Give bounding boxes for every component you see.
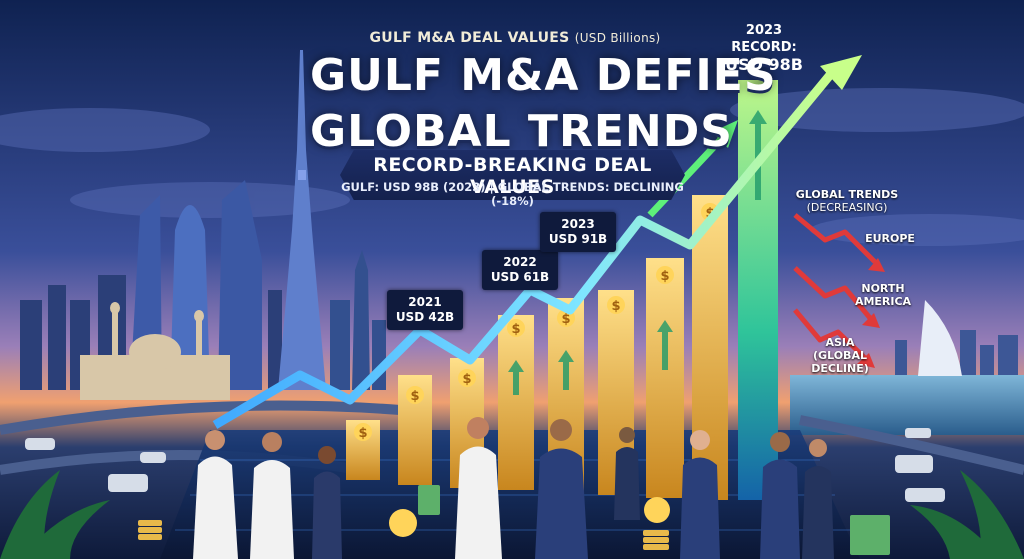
- region-north-label: NORTH: [861, 282, 905, 295]
- svg-text:$: $: [410, 389, 419, 404]
- sail-hotel: [918, 300, 962, 376]
- global-trends-subtitle: (DECREASING): [806, 201, 888, 214]
- dollar-coin-icon: $ $ $ $ $ $ $ $: [354, 203, 719, 441]
- svg-text:$: $: [561, 312, 570, 327]
- global-trends-title: GLOBAL TRENDS: [795, 188, 899, 201]
- banner-title: RECORD-BREAKING DEAL VALUES: [373, 154, 652, 198]
- record-banner: RECORD-BREAKING DEAL VALUES GULF: USD 98…: [338, 148, 687, 208]
- callout-2022: 2022 USD 61B: [482, 250, 558, 290]
- bar-gold-7: [646, 258, 684, 498]
- callout-value: USD 42B: [395, 310, 455, 324]
- banner-subtitle: GULF: USD 98B (2023) | GLOBAL TRENDS: DE…: [341, 180, 684, 208]
- region-decline-label: DECLINE): [811, 362, 869, 375]
- record-text: RECORD:: [731, 40, 797, 55]
- woman-suit-2: [802, 439, 834, 559]
- title-line-2: GLOBAL TRENDS: [310, 106, 733, 157]
- callout-2021: 2021 USD 42B: [387, 290, 463, 330]
- palm-left: [0, 470, 110, 559]
- record-year: 2023: [745, 23, 783, 38]
- people: [193, 417, 834, 559]
- region-asia: ASIA (GLOBAL DECLINE): [810, 336, 870, 375]
- clouds: [0, 88, 1024, 246]
- cash-stacks: [418, 485, 890, 555]
- trend-arrow-icon: [212, 72, 834, 429]
- kicker-unit: (USD Billions): [574, 31, 661, 45]
- bar-gold-4: [498, 315, 534, 490]
- kicker-text: GULF M&A DEAL VALUES: [369, 30, 570, 46]
- svg-text:$: $: [358, 426, 367, 441]
- man-suit-4: [760, 432, 800, 559]
- callout-year: 2022: [503, 255, 537, 269]
- global-trends-label: GLOBAL TRENDS (DECREASING): [792, 188, 902, 214]
- trend-arrowhead: [820, 55, 862, 90]
- woman-suit-1: [312, 446, 342, 559]
- man-thobe-3: [455, 417, 502, 559]
- main-title: GULF M&A DEFIES GLOBAL TRENDS: [310, 48, 777, 160]
- record-value: USD 98B: [725, 55, 803, 74]
- man-suit-3: [680, 430, 720, 559]
- man-suit-2: [614, 427, 640, 520]
- man-thobe-1: [193, 430, 238, 559]
- palm-right: [910, 470, 1024, 559]
- region-north-america: NORTH AMERICA: [848, 282, 918, 308]
- green-trend-arrow: [647, 132, 728, 218]
- burj-tower: [278, 50, 326, 390]
- callout-year: 2021: [408, 295, 442, 309]
- callout-year: 2023: [561, 217, 595, 231]
- coin-stacks: [138, 497, 670, 550]
- man-suit-1: [535, 419, 588, 559]
- region-europe-label: EUROPE: [865, 232, 915, 245]
- svg-text:$: $: [462, 372, 471, 387]
- region-america-label: AMERICA: [854, 295, 912, 308]
- title-line-1: GULF M&A DEFIES: [310, 50, 777, 101]
- callout-2023: 2023 USD 91B: [540, 212, 616, 252]
- svg-text:$: $: [511, 322, 520, 337]
- svg-text:$: $: [705, 206, 714, 221]
- region-global-label: (GLOBAL: [813, 349, 867, 362]
- up-arrow-icon: [508, 110, 767, 395]
- callout-value: USD 91B: [548, 232, 608, 246]
- region-asia-label: ASIA: [825, 336, 855, 349]
- deal-bars: [346, 80, 778, 500]
- mosque: [80, 302, 230, 400]
- decline-arrow-icon: [793, 213, 877, 360]
- right-skyline: [895, 330, 1018, 375]
- region-europe: EUROPE: [860, 232, 920, 245]
- man-thobe-2: [250, 432, 294, 559]
- svg-text:$: $: [611, 299, 620, 314]
- cars: [25, 428, 945, 502]
- svg-text:$: $: [660, 269, 669, 284]
- record-label: 2023 RECORD: USD 98B: [716, 22, 812, 73]
- callout-value: USD 61B: [490, 270, 550, 284]
- chart-kicker: GULF M&A DEAL VALUES (USD Billions): [330, 30, 700, 46]
